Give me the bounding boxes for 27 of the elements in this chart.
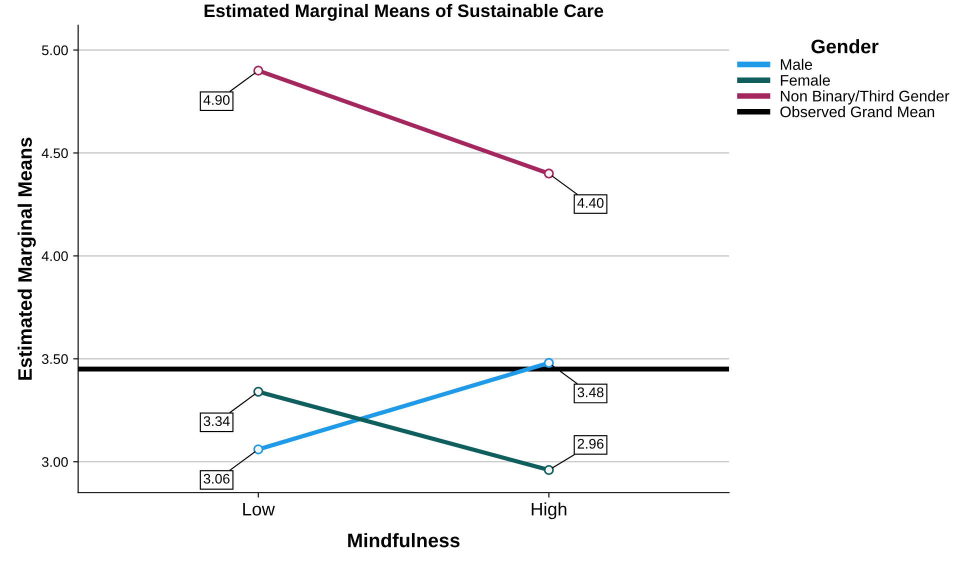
point (253, 386, 264, 397)
point (544, 168, 554, 179)
point (544, 358, 554, 368)
y-axis-title: Estimated Marginal Means (18, 138, 36, 380)
chart-title: Estimated Marginal Means of Sustainable Care (204, 4, 604, 21)
y-tick-label: 5.00 (42, 45, 68, 56)
y-tick-label: 4.50 (42, 148, 68, 158)
data-label: 4.90 (203, 95, 230, 105)
y-tick-label: 4.00 (42, 251, 68, 262)
legend-label: Observed Grand Mean (780, 106, 934, 118)
x-tick-label: Low (243, 503, 275, 516)
y-tick-label: 3.00 (42, 457, 68, 467)
x-tick-label: High (532, 502, 566, 520)
y-tick-label: 3.50 (42, 354, 68, 364)
data-label: 3.48 (578, 387, 604, 398)
data-label: 3.34 (204, 416, 230, 426)
point (544, 464, 554, 475)
data-label: 3.06 (204, 474, 230, 484)
x-axis-title: Mindfulness (348, 533, 460, 548)
legend-label: Female (780, 74, 830, 86)
point (253, 66, 264, 76)
point (253, 444, 264, 454)
legend-title: Gender (811, 39, 878, 54)
data-label: 4.40 (577, 198, 604, 208)
legend-label: Non Binary/Third Gender (780, 90, 950, 105)
legend-label: Male (780, 58, 812, 70)
data-label: 2.96 (578, 438, 604, 449)
